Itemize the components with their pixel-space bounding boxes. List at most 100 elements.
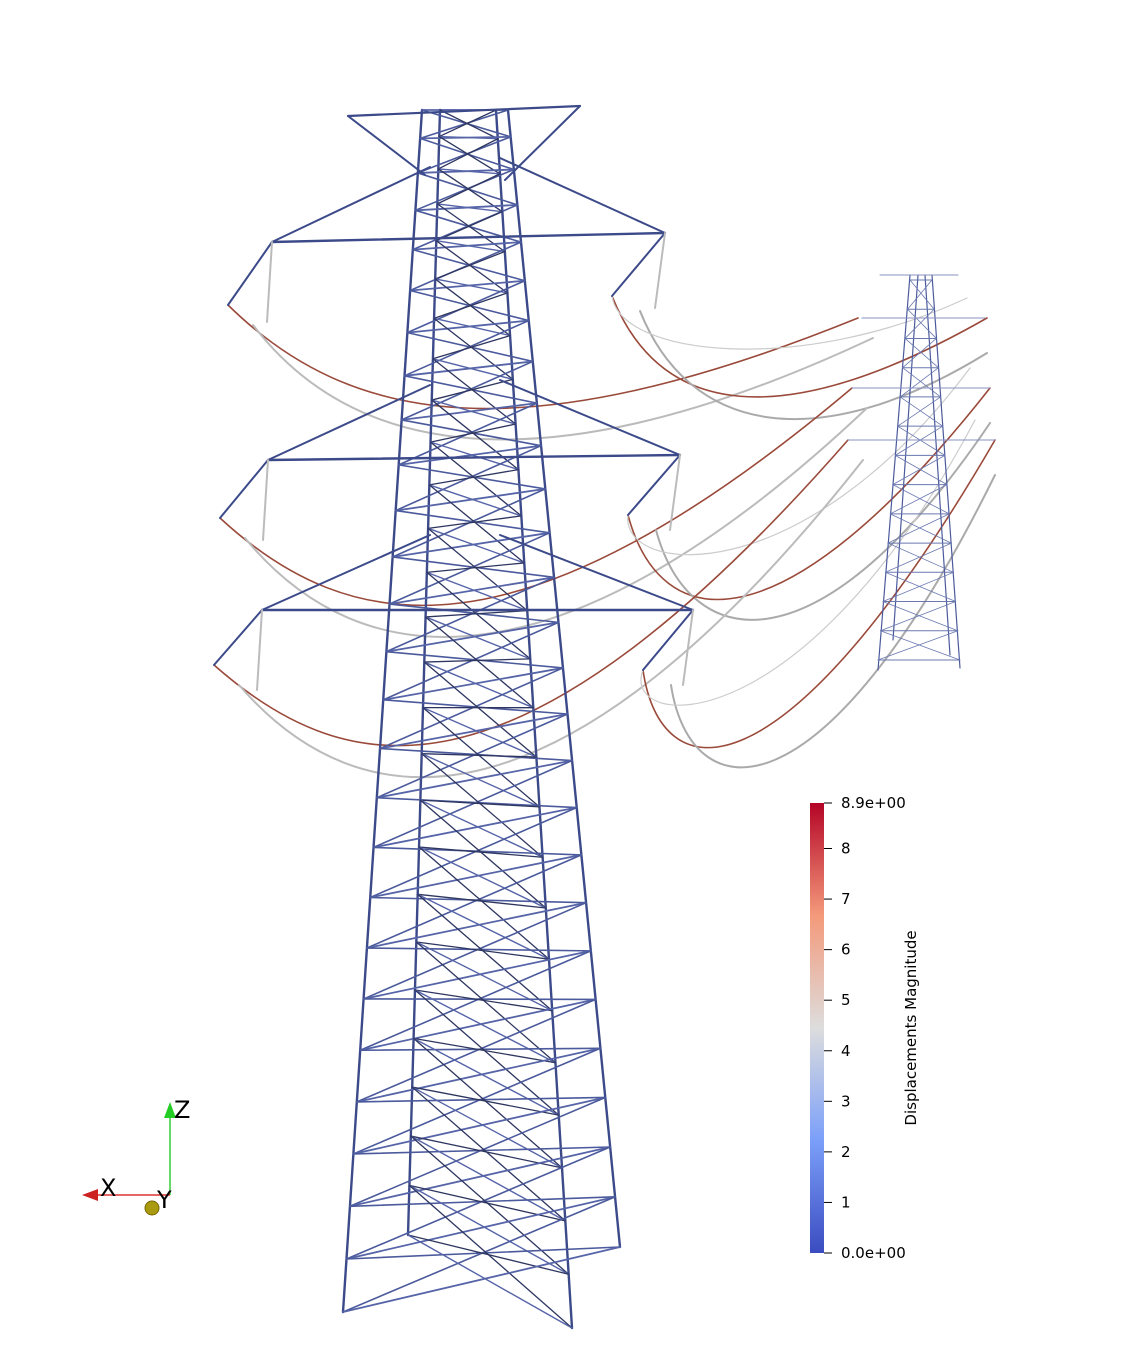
member xyxy=(433,292,509,320)
member xyxy=(892,484,950,515)
member xyxy=(397,444,542,466)
member xyxy=(880,630,961,661)
cable xyxy=(642,439,996,749)
member xyxy=(902,367,942,398)
member xyxy=(899,396,944,427)
cable xyxy=(238,459,864,779)
member xyxy=(434,250,506,280)
member xyxy=(436,173,501,205)
member xyxy=(382,667,564,701)
member xyxy=(385,621,560,653)
member xyxy=(437,168,501,175)
member xyxy=(424,609,528,618)
member xyxy=(414,989,560,1116)
member xyxy=(894,454,948,486)
member xyxy=(342,1196,616,1313)
member xyxy=(887,542,954,573)
member xyxy=(359,998,597,1052)
member xyxy=(931,274,961,669)
member xyxy=(431,378,514,401)
member xyxy=(423,661,534,709)
cable xyxy=(670,474,996,769)
member xyxy=(352,1047,602,1155)
axis-label-x: X xyxy=(100,1174,116,1202)
cable xyxy=(611,295,968,350)
member xyxy=(417,893,547,909)
member xyxy=(408,1184,573,1329)
cable xyxy=(640,419,976,706)
color-bar-tick-label: 3 xyxy=(841,1092,851,1110)
member xyxy=(654,232,666,309)
member xyxy=(499,379,681,456)
member xyxy=(379,713,569,750)
color-bar-tick-label: 8.9e+00 xyxy=(841,794,906,812)
member xyxy=(400,402,538,421)
member xyxy=(426,571,531,660)
member xyxy=(421,753,538,758)
member xyxy=(682,609,694,686)
tower-scene xyxy=(213,104,996,1330)
member xyxy=(375,759,573,799)
member xyxy=(345,1195,616,1260)
member xyxy=(414,168,515,212)
member xyxy=(416,893,550,960)
member xyxy=(418,846,547,909)
member xyxy=(388,576,555,605)
member xyxy=(907,308,937,339)
member xyxy=(267,384,431,461)
cable xyxy=(227,304,859,410)
member xyxy=(412,1037,563,1169)
member xyxy=(882,601,959,632)
member xyxy=(429,441,522,517)
member xyxy=(499,157,666,234)
member xyxy=(262,459,269,541)
member xyxy=(434,278,509,294)
member xyxy=(877,274,911,671)
member xyxy=(904,308,935,339)
member xyxy=(417,136,512,174)
member xyxy=(345,1146,611,1260)
member xyxy=(411,1086,560,1116)
member xyxy=(422,706,541,808)
member xyxy=(432,358,517,425)
member xyxy=(271,166,431,243)
cable xyxy=(219,387,853,607)
member xyxy=(435,211,503,242)
member xyxy=(899,367,939,398)
member xyxy=(227,241,273,306)
cable xyxy=(655,422,991,621)
member xyxy=(412,1037,557,1064)
member xyxy=(429,423,517,443)
member xyxy=(433,317,511,337)
member xyxy=(261,534,431,611)
color-legend-title: Displacements Magnitude xyxy=(902,930,920,1125)
member xyxy=(897,425,946,456)
member xyxy=(884,542,952,573)
color-bar-tick-label: 8 xyxy=(841,840,851,858)
member xyxy=(420,752,541,808)
member xyxy=(256,609,263,691)
member xyxy=(270,231,667,244)
member xyxy=(426,562,525,574)
member xyxy=(887,513,950,544)
member xyxy=(642,609,694,671)
member xyxy=(434,278,511,337)
member xyxy=(611,232,666,297)
member xyxy=(894,425,944,456)
member xyxy=(362,949,592,1000)
color-bar-tick-label: 2 xyxy=(841,1143,851,1161)
member xyxy=(219,459,269,519)
member xyxy=(410,1135,570,1275)
member xyxy=(394,488,547,512)
axis-label-y: Y xyxy=(156,1186,172,1214)
member xyxy=(423,661,538,758)
member xyxy=(427,515,522,529)
member xyxy=(356,998,597,1103)
member xyxy=(438,135,501,175)
member xyxy=(627,454,681,516)
member xyxy=(433,317,514,380)
member xyxy=(438,109,497,138)
color-bar-tick-label: 6 xyxy=(841,941,851,959)
member xyxy=(877,630,959,661)
